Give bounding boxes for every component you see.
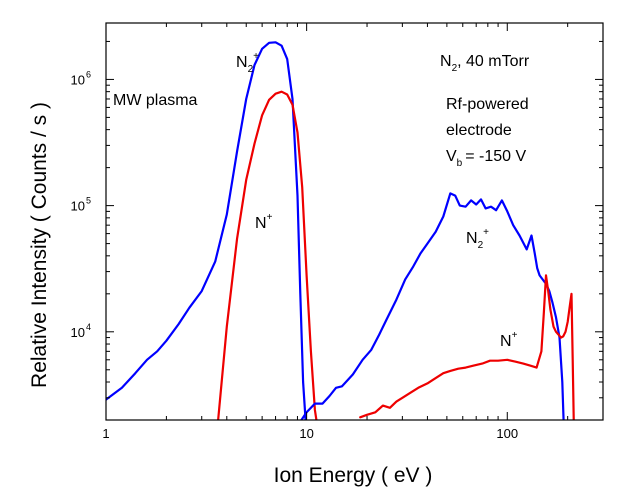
label-vb: Vb = -150 V (446, 148, 526, 169)
series-line-mw-n-plus (217, 90, 318, 420)
label-gas-rest: , 40 mTorr (457, 53, 530, 70)
series-line-rf-n2-plus (300, 192, 565, 420)
label-vb-sub: b (457, 158, 463, 169)
label-gas-sub: 2 (452, 63, 458, 74)
label-n-plus-rf-sup: + (512, 330, 518, 341)
label-n2-plus-mw: N2 + (236, 51, 259, 75)
y-axis-title: Relative Intensity ( Counts / s ) (28, 102, 51, 388)
label-n2-plus-rf-sub: 2 (478, 240, 484, 251)
y-tick-label: 10 (71, 199, 85, 214)
label-n2-plus-mw-sup: + (253, 51, 259, 62)
y-tick-label-exponent: 5 (86, 196, 91, 206)
series-line-rf-n-plus (359, 274, 575, 420)
x-axis-title: Ion Energy ( eV ) (274, 464, 433, 487)
y-tick-label-exponent: 6 (86, 69, 91, 79)
label-n-plus-rf-main: N (500, 333, 512, 350)
label-n2-plus-mw-sub: 2 (248, 64, 254, 75)
plot-frame (105, 22, 604, 421)
label-n-plus-mw-sup: + (267, 212, 273, 223)
label-n-plus-mw-main: N (255, 215, 267, 232)
x-tick-label: 100 (496, 426, 518, 441)
label-n2-plus-rf: N2 + (466, 227, 489, 251)
label-mw-plasma: MW plasma (113, 92, 198, 109)
label-gas-main: N (440, 53, 452, 70)
y-tick-label-exponent: 4 (86, 322, 91, 332)
label-n2-plus-rf-sup: + (483, 227, 489, 238)
series-layer (106, 41, 575, 420)
label-n-plus-rf: N+ (500, 330, 518, 350)
x-tick-label: 1 (102, 426, 109, 441)
label-n2-plus-mw-main: N (236, 54, 248, 71)
tick-layer (105, 23, 604, 421)
label-rf-line1: Rf-powered (446, 96, 529, 113)
x-tick-label: 10 (299, 426, 313, 441)
y-tick-label: 10 (71, 325, 85, 340)
label-gas-pressure: N2, 40 mTorr (440, 53, 530, 74)
y-tick-label: 10 (71, 72, 85, 87)
label-n2-plus-rf-main: N (466, 230, 478, 247)
label-vb-main: V (446, 148, 457, 165)
label-rf-line2: electrode (446, 122, 512, 139)
label-n-plus-mw: N+ (255, 212, 273, 232)
label-vb-rest: = -150 V (465, 148, 526, 165)
